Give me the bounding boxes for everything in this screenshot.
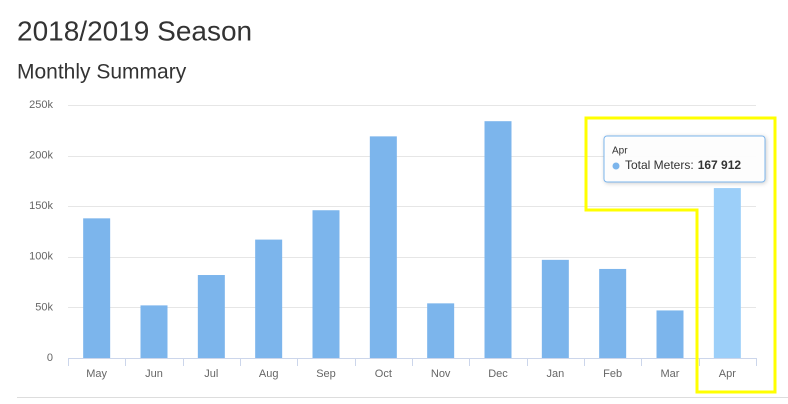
- bar: [541, 259, 569, 358]
- tooltip-marker: [612, 162, 620, 170]
- bar: [255, 239, 283, 358]
- tooltip-series: Total Meters:: [625, 158, 694, 172]
- bar: [140, 305, 168, 358]
- tooltip-value: 167 912: [698, 158, 742, 172]
- x-tick-label: Oct: [375, 368, 392, 380]
- y-tick-label: 150k: [29, 200, 53, 212]
- x-tick-label: Apr: [719, 368, 736, 380]
- x-tick-label: Feb: [603, 368, 622, 380]
- bar: [197, 275, 225, 358]
- x-tick-label: May: [86, 368, 107, 380]
- plot-area: 0 50k 100k 150k 200k 250k May Jun Jul Aug Sep Oct No…: [29, 99, 757, 380]
- x-tick-label: Dec: [488, 368, 508, 380]
- chart-title: 2018/2019 Season: [17, 15, 252, 46]
- tooltip-box: [603, 135, 766, 183]
- x-tick-label: Sep: [316, 368, 336, 380]
- x-tick-label: Jul: [204, 368, 218, 380]
- bar: [369, 136, 397, 358]
- chart-subtitle: Monthly Summary: [17, 61, 187, 84]
- y-tick-label: 200k: [29, 150, 53, 162]
- bar: [484, 121, 512, 358]
- bar: [713, 188, 741, 358]
- y-tick-label: 50k: [35, 301, 53, 313]
- tooltip-title: Apr: [612, 146, 628, 157]
- tooltip: Apr Total Meters: 167 912: [603, 135, 766, 183]
- x-tick-label: Nov: [431, 368, 451, 380]
- bar: [427, 303, 455, 358]
- y-tick-label: 0: [47, 352, 53, 364]
- x-tick-label: Jun: [145, 368, 163, 380]
- highlight-annotation: [584, 116, 777, 394]
- y-tick-label: 100k: [29, 251, 53, 263]
- bar: [656, 310, 684, 358]
- x-tick-label: Mar: [661, 368, 680, 380]
- bar: [312, 210, 340, 358]
- x-tick-label: Aug: [259, 368, 279, 380]
- x-tick-label: Jan: [546, 368, 564, 380]
- y-tick-label: 250k: [29, 99, 53, 111]
- bar: [599, 268, 627, 358]
- bar: [83, 218, 111, 358]
